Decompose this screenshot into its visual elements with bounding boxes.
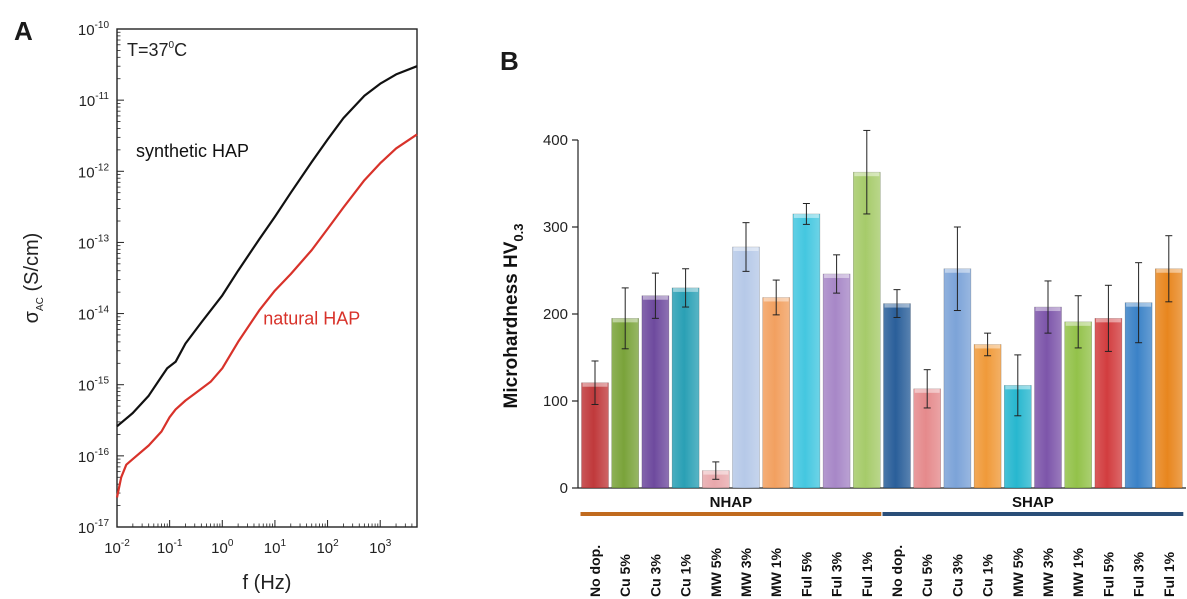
series-label-natural-hap: natural HAP — [263, 309, 360, 329]
category-label: Cu 1% — [678, 554, 694, 597]
category-label: No dop. — [587, 545, 603, 597]
x-tick-label: 101 — [264, 538, 287, 557]
bar — [913, 388, 942, 489]
category-label: MW 5% — [708, 547, 724, 597]
panel-b-group-brackets: NHAP SHAP — [580, 494, 1184, 516]
y-tick-label: 10-11 — [79, 91, 110, 110]
y-tick-label: 10-17 — [78, 518, 110, 537]
y-tick-label: 10-10 — [78, 20, 110, 39]
x-tick-label: 10-1 — [157, 538, 183, 557]
category-label: Ful 5% — [1100, 551, 1116, 597]
group-bracket-line — [882, 512, 1184, 516]
category-label: Ful 5% — [798, 551, 814, 597]
panel-b-microhardness-chart: B 0 100 200 300 400 NHAP SHAP No dop. Cu 5% Cu … — [500, 46, 1186, 597]
x-tick-label: 103 — [369, 538, 392, 557]
category-label: Ful 1% — [1161, 551, 1177, 597]
bar — [1064, 321, 1092, 489]
category-label: Ful 3% — [829, 551, 845, 597]
category-label: Cu 3% — [949, 554, 965, 597]
panel-a-plot-frame — [116, 28, 418, 528]
y-tick-label: 0 — [560, 480, 568, 497]
bar — [671, 287, 700, 489]
group-label: NHAP — [710, 494, 753, 511]
category-label: Ful 3% — [1131, 551, 1147, 597]
group-label: SHAP — [1012, 494, 1054, 511]
category-label: Cu 1% — [980, 554, 996, 597]
bar — [641, 295, 670, 489]
panel-b-letter: B — [500, 46, 519, 76]
category-label: MW 5% — [1010, 547, 1026, 597]
category-label: MW 3% — [738, 547, 754, 597]
panel-a-series — [115, 65, 418, 498]
y-tick-label: 400 — [543, 132, 568, 149]
category-label: No dop. — [889, 545, 905, 597]
bar — [822, 273, 851, 489]
bar — [1034, 306, 1062, 489]
panel-b-bars — [581, 171, 1183, 489]
category-label: Ful 1% — [859, 551, 875, 597]
bar — [762, 297, 791, 489]
category-label: MW 3% — [1040, 547, 1056, 597]
y-tick-label: 10-16 — [78, 447, 110, 466]
group-bracket-line — [580, 512, 882, 516]
series-label-synthetic-hap: synthetic HAP — [136, 141, 249, 161]
panel-a-ticks: 10-17 10-16 10-15 10-14 10-13 10-12 10-11 10-10… — [78, 20, 418, 557]
category-label: Cu 3% — [647, 554, 663, 597]
y-tick-label: 10-15 — [78, 376, 110, 395]
y-tick-label: 10-12 — [78, 162, 110, 181]
panel-a-conductivity-chart: A 10-1710-1610-1510-1410-1310-1210-1110-… — [14, 16, 418, 594]
x-tick-label: 102 — [316, 538, 339, 557]
bar — [792, 213, 821, 489]
category-label: Cu 5% — [617, 554, 633, 597]
bar — [732, 246, 760, 489]
panel-a-y-axis-title: σAC (S/cm) — [21, 233, 46, 324]
bar — [973, 344, 1002, 489]
temperature-annotation: T=370C — [127, 40, 187, 60]
panel-b-category-labels: No dop. Cu 5% Cu 3% Cu 1% MW 5% MW 3% MW 1% Ful… — [587, 545, 1177, 597]
y-tick-label: 200 — [543, 306, 568, 323]
bar — [883, 303, 911, 489]
panel-a-x-axis-title: f (Hz) — [243, 572, 292, 594]
category-label: MW 1% — [768, 547, 784, 597]
panel-b-error-bars — [591, 129, 1173, 480]
series-line-synthetic-hap — [116, 65, 418, 428]
y-tick-label: 300 — [543, 219, 568, 236]
category-label: Cu 5% — [919, 554, 935, 597]
bar — [852, 171, 881, 489]
panel-b-y-axis-title: Microhardness HV0.3 — [501, 224, 526, 409]
y-tick-label: 10-14 — [78, 305, 110, 324]
y-tick-label: 10-13 — [78, 233, 110, 252]
bar — [1155, 268, 1183, 489]
x-tick-label: 10-2 — [104, 538, 130, 557]
y-tick-label: 100 — [543, 393, 568, 410]
category-label: MW 1% — [1070, 547, 1086, 597]
panel-a-letter: A — [14, 16, 33, 46]
x-tick-label: 100 — [211, 538, 234, 557]
series-line-natural-hap — [115, 133, 418, 498]
